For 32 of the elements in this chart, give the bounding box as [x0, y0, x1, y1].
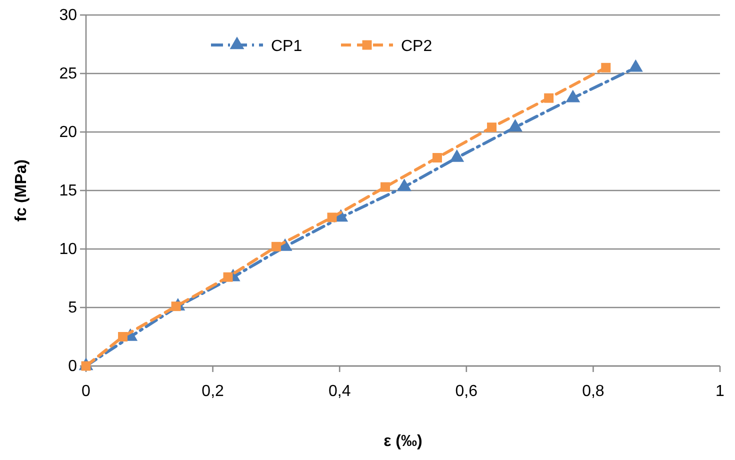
y-axis-title: fc (MPa)	[13, 159, 30, 222]
x-axis-title: ε (‰)	[384, 433, 422, 450]
point	[566, 90, 580, 102]
point	[544, 93, 554, 103]
legend-label: CP2	[401, 38, 432, 55]
point	[271, 242, 281, 252]
y-tick-label: 5	[68, 300, 78, 317]
y-tick-label: 30	[59, 7, 78, 24]
y-tick-label: 20	[59, 124, 78, 142]
x-tick-label: 0	[82, 382, 91, 400]
point	[508, 118, 522, 132]
point	[628, 59, 643, 72]
legend-label: CP1	[271, 38, 302, 55]
y-tick-label: 15	[59, 182, 78, 200]
point	[601, 62, 611, 72]
point	[432, 152, 442, 162]
point	[171, 302, 181, 312]
point	[380, 182, 390, 192]
y-tick-label: 10	[59, 241, 78, 258]
point	[450, 149, 464, 162]
point	[397, 178, 412, 192]
x-tick-label: 0,4	[328, 382, 351, 400]
point	[327, 212, 337, 222]
point	[118, 332, 128, 342]
x-tick-label: 0,2	[202, 382, 224, 400]
y-tick-label: 25	[59, 66, 78, 83]
x-tick-label: 1	[716, 382, 725, 400]
x-tick-label: 0,8	[582, 382, 604, 400]
x-tick-label: 0,6	[455, 382, 478, 400]
point	[223, 272, 233, 282]
point	[487, 122, 497, 132]
y-tick-label: 0	[68, 358, 78, 376]
